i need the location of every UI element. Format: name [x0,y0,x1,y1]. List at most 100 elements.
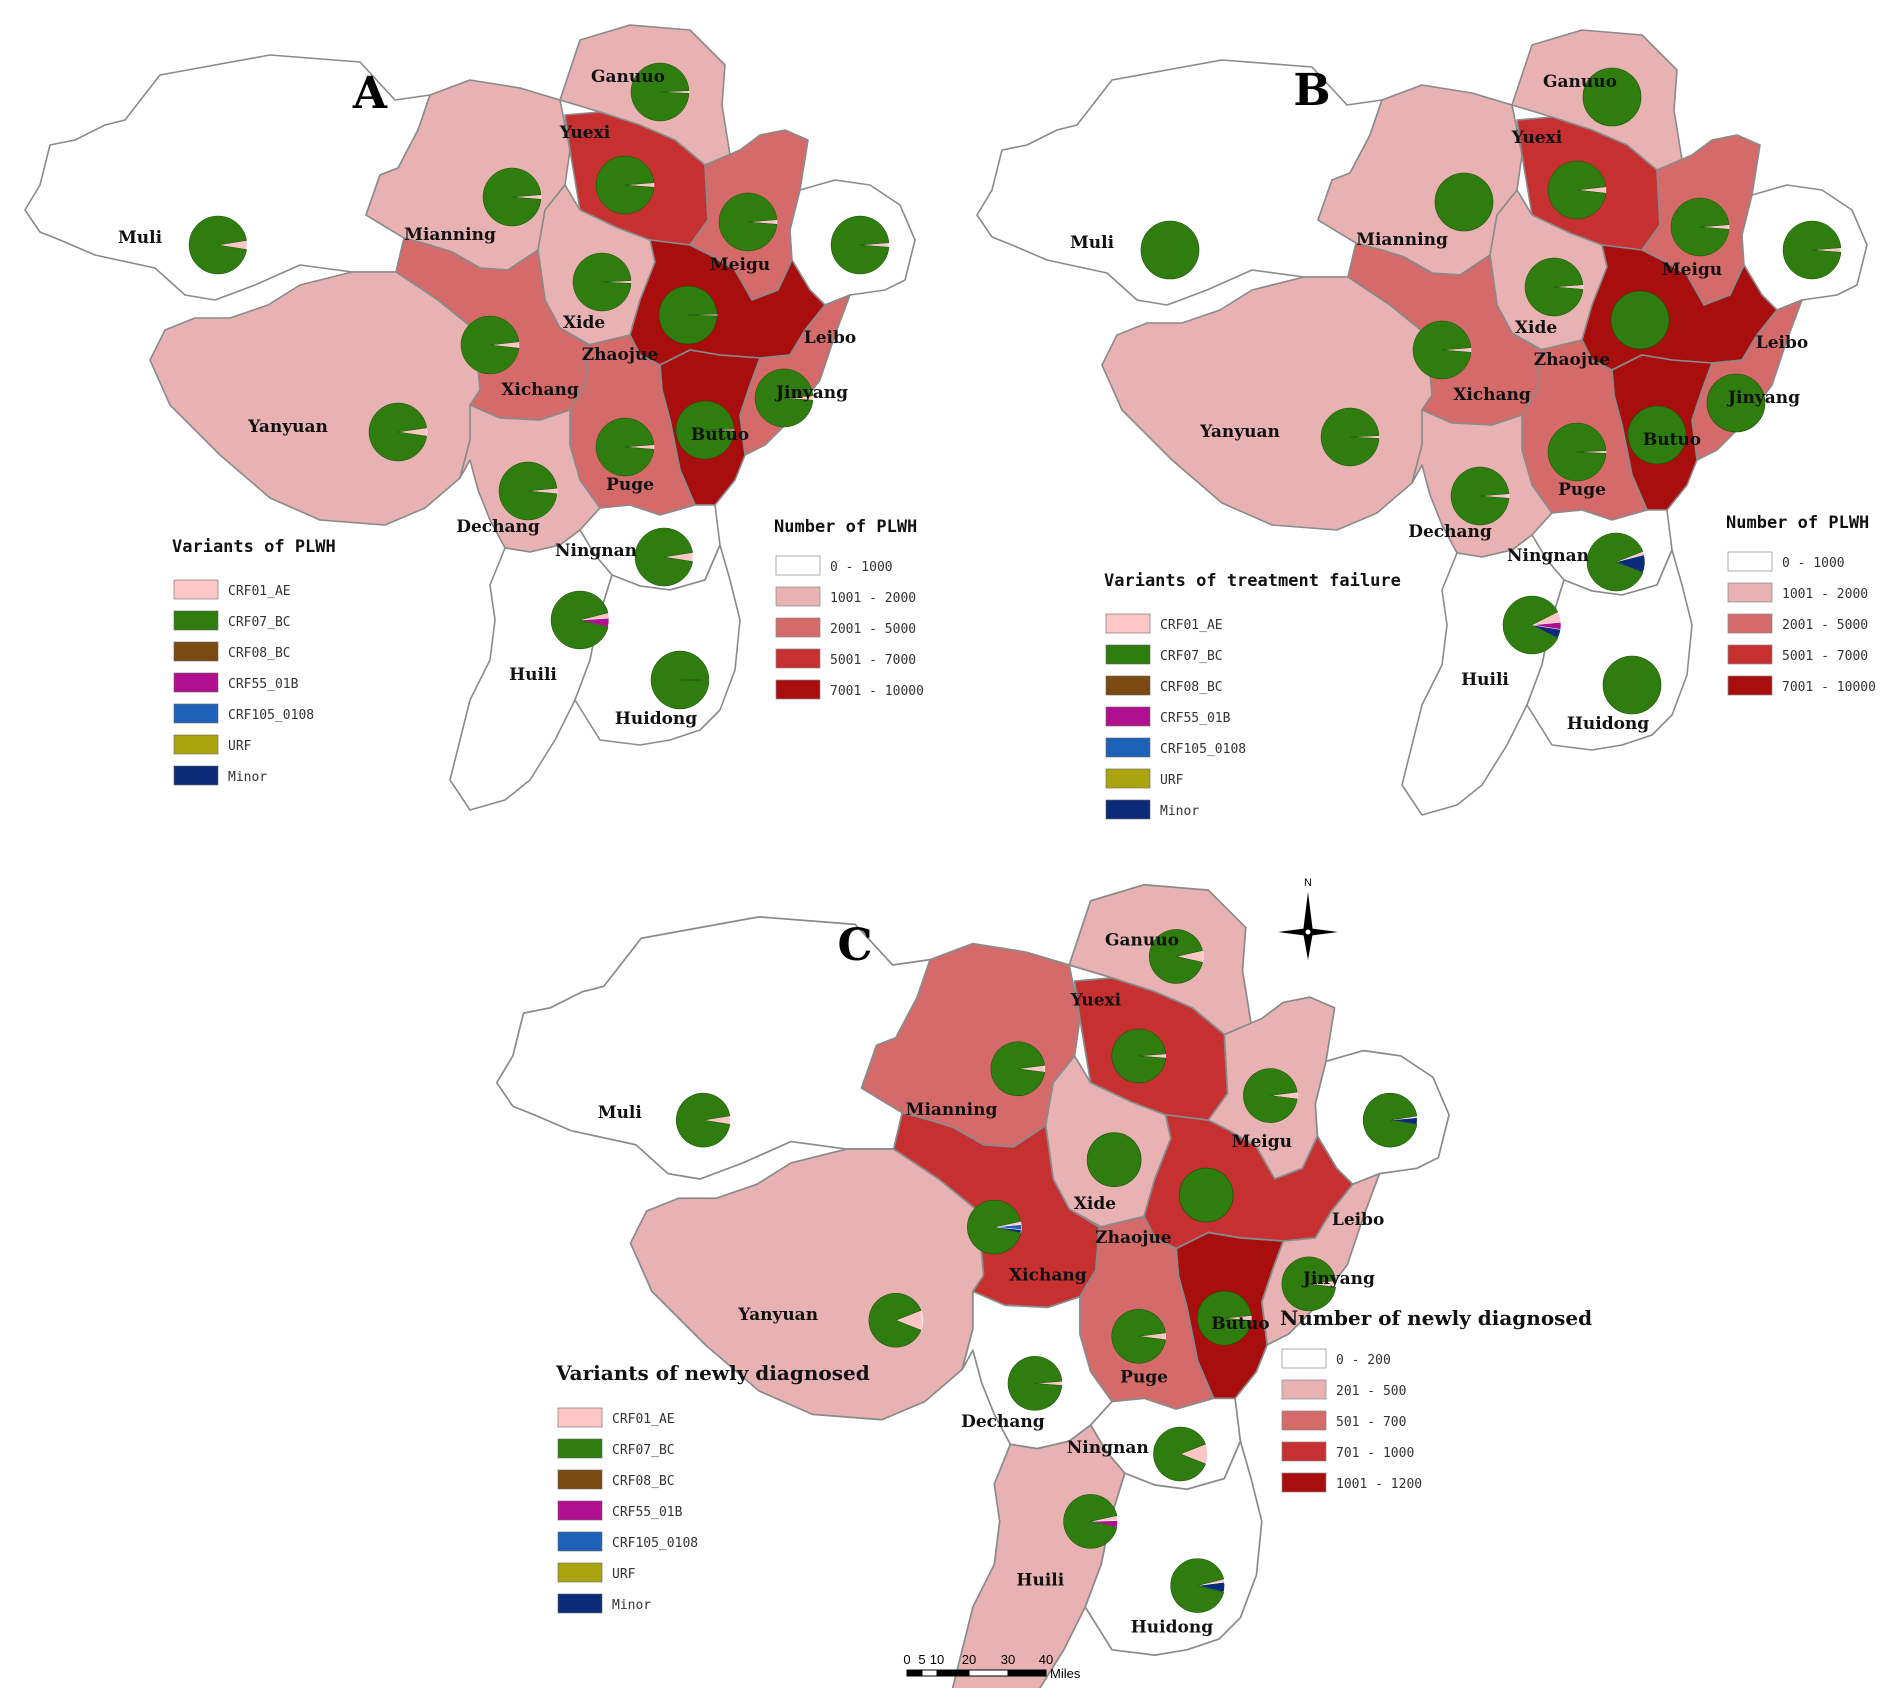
variants-legend-title: Variants of treatment failure [1104,571,1401,591]
pie-leibo [1362,1092,1418,1148]
pie-slice-crf07_bc [1782,220,1842,280]
pie-xide [1086,1132,1142,1188]
scale-segment [968,1669,1009,1677]
count-swatch-1 [775,586,821,607]
county-label-leibo: Leibo [1332,1210,1384,1230]
county-label-zhaojue: Zhaojue [1095,1228,1172,1248]
variant-label-crf01_ae: CRF01_AE [1160,618,1223,633]
scale-segment [1007,1669,1047,1677]
county-label-leibo: Leibo [1756,333,1808,353]
variant-swatch-urf [173,734,219,755]
county-label-xichang: Xichang [1453,385,1531,405]
variant-swatch-crf105_0108 [557,1531,603,1552]
pie-xide [572,252,632,312]
pie-slice-crf07_bc [1111,1309,1166,1364]
county-label-yanyuan: Yanyuan [247,417,328,437]
pie-slice-crf07_bc [1086,1132,1142,1188]
county-label-zhaojue: Zhaojue [1534,350,1611,370]
map: Muli Yanyuan Mianning Ganuuo Yuexi Meigu Xide L… [24,24,916,811]
pie-yuexi [595,155,655,215]
county-label-muli: Muli [118,228,163,248]
count-swatch-2 [1727,613,1773,634]
pie-mianning [990,1041,1046,1097]
pie-slice-crf07_bc [498,461,558,521]
variant-label-crf55_01b: CRF55_01B [612,1505,683,1520]
variant-label-crf08_bc: CRF08_BC [1160,680,1223,695]
pie-slice-crf07_bc [368,402,427,462]
count-swatch-3 [1727,644,1773,665]
count-swatch-4 [1281,1472,1327,1493]
variant-swatch-crf55_01b [173,672,219,693]
pie-zhaojue [1610,290,1670,350]
pie-slice-crf07_bc [1602,655,1662,715]
pie-slice-crf07_bc [1524,257,1584,317]
county-label-dechang: Dechang [456,517,540,537]
pie-muli [188,215,248,275]
pie-slice-crf07_bc [990,1041,1045,1097]
count-label-1: 1001 - 2000 [830,591,916,606]
pie-gannuo [1149,929,1204,984]
county-label-puge: Puge [606,475,654,495]
scale-tick-3: 20 [962,1652,976,1667]
pie-slice-crf07_bc [1243,1068,1298,1123]
count-swatch-4 [1727,675,1773,696]
count-legend-title: Number of PLWH [774,517,917,537]
variants-legend-title: Variants of PLWH [172,537,336,557]
north-label: N [1304,877,1312,889]
count-label-2: 501 - 700 [1336,1415,1406,1430]
variant-swatch-minor [173,765,219,786]
count-label-1: 201 - 500 [1336,1384,1406,1399]
pie-dechang [498,461,558,521]
pie-slice-crf07_bc [1627,405,1687,465]
county-yanyuan [1101,276,1433,531]
variant-swatch-crf08_bc [173,641,219,662]
county-label-jinyang: Jinyang [774,383,848,403]
county-label-gannuo: Ganuuo [1105,931,1179,951]
pie-huili [550,590,610,650]
count-label-3: 5001 - 7000 [1782,649,1868,664]
variant-label-crf07_bc: CRF07_BC [612,1443,675,1458]
variant-label-crf08_bc: CRF08_BC [612,1474,675,1489]
county-label-yuexi: Yuexi [1070,991,1122,1011]
count-label-0: 0 - 1000 [1782,556,1845,571]
panel-letter: A [352,68,388,119]
variants-legend: Variants of treatment failure CRF01_AE CRF… [1104,571,1401,820]
county-label-meigu: Meigu [710,255,770,275]
pie-dechang [1007,1356,1063,1411]
panel-c: Muli Yanyuan Mianning Ganuuo Yuexi Meigu Xide L… [495,883,1592,1688]
variant-label-minor: Minor [1160,804,1199,819]
panel-letter: B [1293,65,1330,116]
county-label-leibo: Leibo [804,328,856,348]
county-label-meigu: Meigu [1232,1132,1292,1152]
county-label-ningnan: Ningnan [1067,1438,1149,1458]
pie-huidong [1170,1558,1225,1613]
pie-slice-crf07_bc [1153,1426,1206,1482]
variants-legend: Variants of newly diagnosed CRF01_AE CRF07… [555,1361,870,1614]
county-label-xichang: Xichang [1009,1266,1087,1286]
pie-slice-crf07_bc [1670,197,1730,257]
map: Muli Yanyuan Mianning Ganuuo Yuexi Meigu Xide L… [976,29,1868,816]
scale-tick-0: 0 [903,1652,910,1667]
pie-slice-crf07_bc [595,417,655,477]
count-label-2: 2001 - 5000 [830,622,916,637]
count-legend: Number of newly diagnosed 0 - 200 201 - 50… [1280,1306,1592,1493]
county-label-jinyang: Jinyang [1726,388,1800,408]
pie-huidong [650,650,710,710]
pie-mianning [482,167,542,227]
count-swatch-0 [775,555,821,576]
count-label-1: 1001 - 2000 [1782,587,1868,602]
variant-swatch-minor [1105,799,1151,820]
pie-slice-crf07_bc [1111,1028,1166,1084]
county-label-yanyuan: Yanyuan [737,1305,818,1325]
pie-slice-crf07_bc [754,368,814,428]
variant-swatch-urf [1105,768,1151,789]
count-label-0: 0 - 200 [1336,1353,1391,1368]
pie-ningnan [1586,532,1646,592]
scale-tick-2: 10 [930,1652,944,1667]
scale-segment [936,1669,970,1677]
variant-label-crf105_0108: CRF105_0108 [228,708,314,723]
count-label-4: 7001 - 10000 [1782,680,1876,695]
pie-jinyang [1281,1256,1337,1312]
pie-mianning [1434,172,1494,232]
